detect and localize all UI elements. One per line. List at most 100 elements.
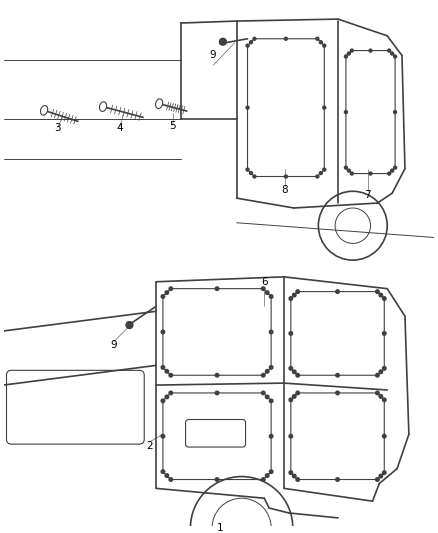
Circle shape	[316, 175, 319, 178]
Text: 9: 9	[110, 340, 117, 350]
Circle shape	[261, 374, 265, 377]
Circle shape	[161, 470, 165, 473]
Circle shape	[289, 434, 293, 438]
Text: 8: 8	[282, 185, 288, 195]
Circle shape	[382, 297, 386, 300]
Circle shape	[391, 169, 394, 172]
Circle shape	[394, 166, 396, 169]
Circle shape	[293, 293, 296, 297]
Circle shape	[289, 471, 293, 474]
Circle shape	[376, 290, 379, 293]
Circle shape	[246, 44, 249, 47]
Circle shape	[382, 398, 386, 401]
Circle shape	[269, 434, 273, 438]
Circle shape	[165, 369, 169, 373]
Circle shape	[344, 110, 347, 114]
Circle shape	[161, 295, 165, 298]
Circle shape	[215, 391, 219, 395]
Circle shape	[394, 55, 396, 58]
Circle shape	[388, 49, 391, 52]
Circle shape	[269, 399, 273, 402]
Circle shape	[215, 287, 219, 290]
Circle shape	[126, 321, 133, 328]
Circle shape	[394, 110, 396, 114]
Circle shape	[284, 37, 287, 41]
Circle shape	[376, 478, 379, 481]
Circle shape	[369, 172, 372, 175]
Circle shape	[376, 391, 379, 395]
Circle shape	[369, 49, 372, 52]
Circle shape	[382, 434, 386, 438]
Circle shape	[323, 44, 326, 47]
Circle shape	[165, 474, 169, 478]
Circle shape	[161, 330, 165, 334]
Circle shape	[336, 374, 339, 377]
Circle shape	[293, 394, 296, 398]
Circle shape	[161, 366, 165, 369]
Circle shape	[319, 41, 322, 44]
Circle shape	[379, 370, 383, 374]
Circle shape	[316, 37, 319, 41]
Circle shape	[289, 398, 293, 401]
Circle shape	[284, 175, 287, 178]
Circle shape	[215, 374, 219, 377]
Circle shape	[347, 169, 350, 172]
Circle shape	[219, 38, 226, 45]
Circle shape	[169, 374, 173, 377]
Circle shape	[296, 290, 300, 293]
Text: 7: 7	[364, 190, 371, 200]
Circle shape	[347, 52, 350, 55]
Circle shape	[269, 366, 273, 369]
Circle shape	[265, 291, 269, 294]
Circle shape	[169, 478, 173, 481]
Circle shape	[379, 394, 383, 398]
Circle shape	[169, 287, 173, 290]
Circle shape	[323, 168, 326, 171]
Circle shape	[293, 474, 296, 478]
Circle shape	[344, 166, 347, 169]
Circle shape	[265, 369, 269, 373]
Circle shape	[269, 295, 273, 298]
Text: 9: 9	[210, 51, 216, 60]
Circle shape	[250, 41, 252, 44]
Circle shape	[391, 52, 394, 55]
Circle shape	[350, 172, 353, 175]
Circle shape	[269, 470, 273, 473]
Circle shape	[161, 434, 165, 438]
Circle shape	[261, 478, 265, 481]
Text: 6: 6	[261, 277, 268, 287]
Circle shape	[165, 291, 169, 294]
Circle shape	[165, 395, 169, 399]
Circle shape	[336, 391, 339, 395]
Circle shape	[388, 172, 391, 175]
Circle shape	[296, 374, 300, 377]
Text: 3: 3	[54, 123, 61, 133]
Circle shape	[382, 471, 386, 474]
Text: 4: 4	[117, 123, 123, 133]
Circle shape	[265, 395, 269, 399]
Circle shape	[336, 478, 339, 481]
Circle shape	[289, 367, 293, 370]
Circle shape	[261, 287, 265, 290]
Circle shape	[265, 474, 269, 478]
Text: 5: 5	[170, 122, 176, 131]
Circle shape	[246, 106, 249, 109]
Circle shape	[344, 55, 347, 58]
Circle shape	[289, 297, 293, 300]
Circle shape	[382, 332, 386, 335]
Circle shape	[293, 370, 296, 374]
Circle shape	[382, 367, 386, 370]
Circle shape	[246, 168, 249, 171]
Circle shape	[215, 478, 219, 481]
Circle shape	[169, 391, 173, 395]
Circle shape	[379, 474, 383, 478]
Circle shape	[253, 37, 256, 41]
Circle shape	[296, 391, 300, 395]
Circle shape	[253, 175, 256, 178]
Circle shape	[269, 330, 273, 334]
Circle shape	[289, 332, 293, 335]
Circle shape	[323, 106, 326, 109]
Circle shape	[319, 172, 322, 174]
Text: 2: 2	[146, 441, 152, 451]
Text: 1: 1	[217, 523, 223, 532]
